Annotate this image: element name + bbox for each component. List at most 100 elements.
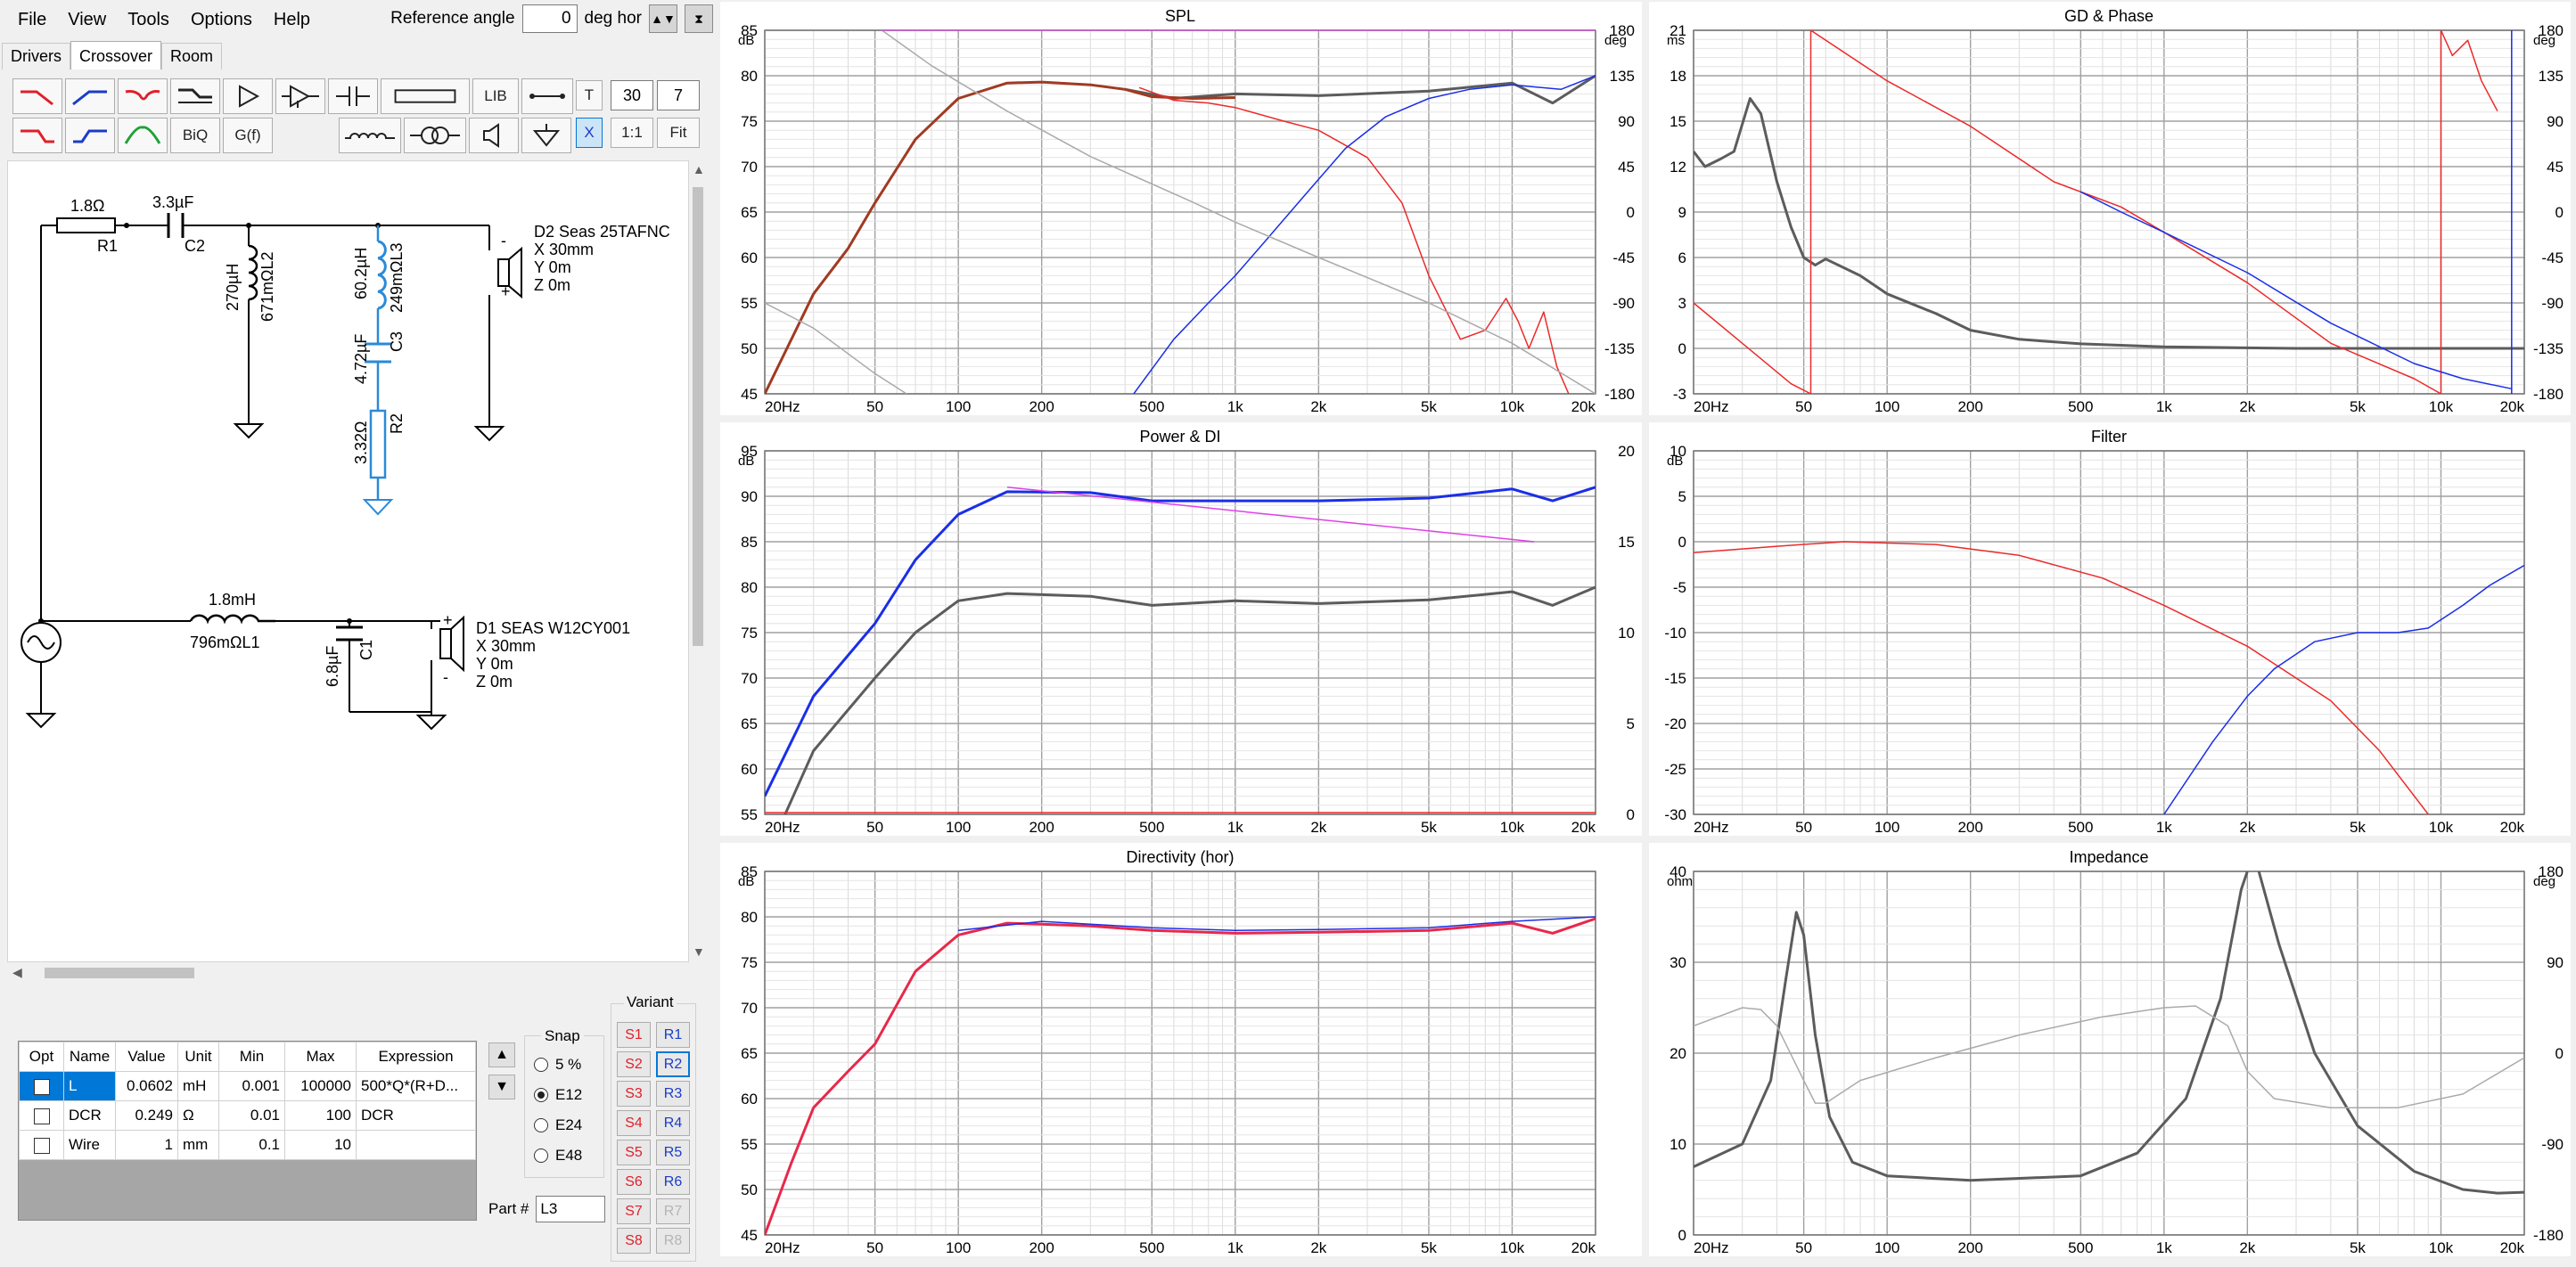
graph-spl[interactable]: SPL dB deg 85 80 75 70 65 60 55 50 45 180 135 90 45 0 -45…	[720, 2, 1642, 415]
variant-s3-button[interactable]: S3	[617, 1081, 651, 1107]
lowpass-2-button[interactable]	[12, 118, 62, 153]
tab-crossover[interactable]: Crossover	[70, 41, 162, 69]
menu-view[interactable]: View	[68, 9, 107, 29]
angle-spin-button[interactable]: ▲▼	[649, 4, 677, 33]
part-number-input[interactable]	[536, 1196, 606, 1222]
checkbox[interactable]	[33, 1137, 50, 1154]
snap-option-5pct[interactable]: 5 %	[534, 1056, 581, 1074]
variant-r6-button[interactable]: R6	[656, 1169, 690, 1195]
resistor-button[interactable]	[381, 78, 470, 114]
tab-drivers[interactable]: Drivers	[2, 43, 70, 69]
opt-checkbox[interactable]	[19, 1100, 64, 1131]
variant-r7-button[interactable]: R7	[656, 1198, 690, 1224]
t-button[interactable]: T	[576, 80, 603, 110]
highpass-filter-button[interactable]	[65, 78, 115, 114]
variant-s5-button[interactable]: S5	[617, 1140, 651, 1165]
lowpass-filter-button[interactable]	[12, 78, 62, 114]
param-expression[interactable]: 500*Q*(R+D...	[356, 1071, 476, 1101]
highpass-2-button[interactable]	[65, 118, 115, 153]
l2-inductor[interactable]	[248, 244, 258, 301]
capacitor-button[interactable]	[328, 78, 378, 114]
variant-s4-button[interactable]: S4	[617, 1110, 651, 1136]
opt-checkbox[interactable]	[19, 1071, 64, 1101]
gf-button[interactable]: G(f)	[223, 118, 273, 153]
shelf-filter-button[interactable]	[170, 78, 220, 114]
c1-capacitor[interactable]	[336, 625, 363, 642]
menu-options[interactable]: Options	[190, 9, 252, 29]
driver-button[interactable]	[469, 118, 519, 153]
r1-resistor[interactable]	[56, 217, 116, 233]
param-value[interactable]: 0.0602	[115, 1071, 178, 1101]
param-max[interactable]: 100000	[284, 1071, 357, 1101]
table-row[interactable]: DCR 0.249 Ω 0.01 100 DCR	[19, 1100, 476, 1131]
graph-gd-phase[interactable]: GD & Phase ms deg 21 18 15 12 9 6 3 0 -3 180 135 90 45 0…	[1649, 2, 2571, 415]
bandstop-filter-button[interactable]	[118, 78, 168, 114]
transformer-button[interactable]	[404, 118, 466, 153]
x-button[interactable]: X	[576, 118, 603, 148]
radio[interactable]	[534, 1118, 548, 1132]
c3-capacitor[interactable]	[365, 342, 391, 364]
fit-button[interactable]: Fit	[657, 118, 700, 148]
variant-r8-button[interactable]: R8	[656, 1228, 690, 1254]
library-button[interactable]: LIB	[472, 78, 519, 114]
checkbox[interactable]	[33, 1108, 50, 1124]
d1-speaker-icon[interactable]	[439, 615, 464, 673]
scroll-down-icon[interactable]: ▼	[693, 944, 705, 959]
vertical-scroll-thumb[interactable]	[693, 187, 703, 646]
graph-power-di[interactable]: Power & DIdB9590858075706560552015105020…	[720, 422, 1642, 860]
variant-s8-button[interactable]: S8	[617, 1228, 651, 1254]
checkbox[interactable]	[33, 1078, 50, 1095]
l1-inductor[interactable]	[189, 614, 275, 625]
toolbar-field-2[interactable]: 7	[657, 80, 700, 110]
snap-option-e12[interactable]: E12	[534, 1086, 582, 1104]
c2-capacitor[interactable]	[167, 213, 185, 238]
d2-speaker-icon[interactable]	[497, 246, 522, 299]
param-value[interactable]: 0.249	[115, 1100, 178, 1131]
param-value[interactable]: 1	[115, 1130, 178, 1160]
horizontal-scroll-thumb[interactable]	[45, 968, 194, 978]
variant-s2-button[interactable]: S2	[617, 1051, 651, 1077]
variant-r2-button[interactable]: R2	[656, 1051, 690, 1077]
biquad-button[interactable]: BiQ	[170, 118, 220, 153]
param-min[interactable]: 0.001	[218, 1071, 285, 1101]
variant-r3-button[interactable]: R3	[656, 1081, 690, 1107]
variant-s7-button[interactable]: S7	[617, 1198, 651, 1224]
param-expression[interactable]: DCR	[356, 1100, 476, 1131]
inductor-button[interactable]	[339, 118, 401, 153]
buffer-button[interactable]	[275, 78, 325, 114]
schematic-horizontal-scrollbar[interactable]: ◀	[7, 962, 689, 984]
opt-checkbox[interactable]	[19, 1130, 64, 1160]
snap-option-e24[interactable]: E24	[534, 1116, 582, 1134]
variant-r4-button[interactable]: R4	[656, 1110, 690, 1136]
radio[interactable]	[534, 1088, 548, 1102]
reference-angle-input[interactable]	[521, 4, 578, 33]
snap-option-e48[interactable]: E48	[534, 1147, 582, 1165]
menu-help[interactable]: Help	[273, 9, 311, 29]
one-to-one-button[interactable]: 1:1	[611, 118, 653, 148]
variant-s1-button[interactable]: S1	[617, 1022, 651, 1048]
tab-room[interactable]: Room	[161, 43, 223, 69]
menu-tools[interactable]: Tools	[127, 9, 169, 29]
table-row[interactable]: Wire 1 mm 0.1 10	[19, 1130, 476, 1160]
amplifier-button[interactable]	[223, 78, 273, 114]
param-min[interactable]: 0.01	[218, 1100, 285, 1131]
variant-s6-button[interactable]: S6	[617, 1169, 651, 1195]
r2-resistor[interactable]	[369, 409, 387, 479]
scroll-left-icon[interactable]: ◀	[12, 965, 22, 979]
move-down-button[interactable]: ▼	[488, 1075, 515, 1099]
param-max[interactable]: 10	[284, 1130, 357, 1160]
move-up-button[interactable]: ▲	[488, 1042, 515, 1067]
schematic-canvas[interactable]: 1.8Ω R1 3.3µF C2 270µH 671mΩL2 60.2µH 24…	[7, 160, 689, 962]
l3-inductor[interactable]	[377, 240, 387, 310]
scroll-up-icon[interactable]: ▲	[693, 162, 705, 176]
bandpass-button[interactable]	[118, 118, 168, 153]
wire-button[interactable]	[521, 78, 573, 114]
param-min[interactable]: 0.1	[218, 1130, 285, 1160]
toolbar-field-1[interactable]: 30	[611, 80, 653, 110]
radio[interactable]	[534, 1058, 548, 1072]
param-expression[interactable]	[356, 1130, 476, 1160]
radio[interactable]	[534, 1148, 548, 1163]
